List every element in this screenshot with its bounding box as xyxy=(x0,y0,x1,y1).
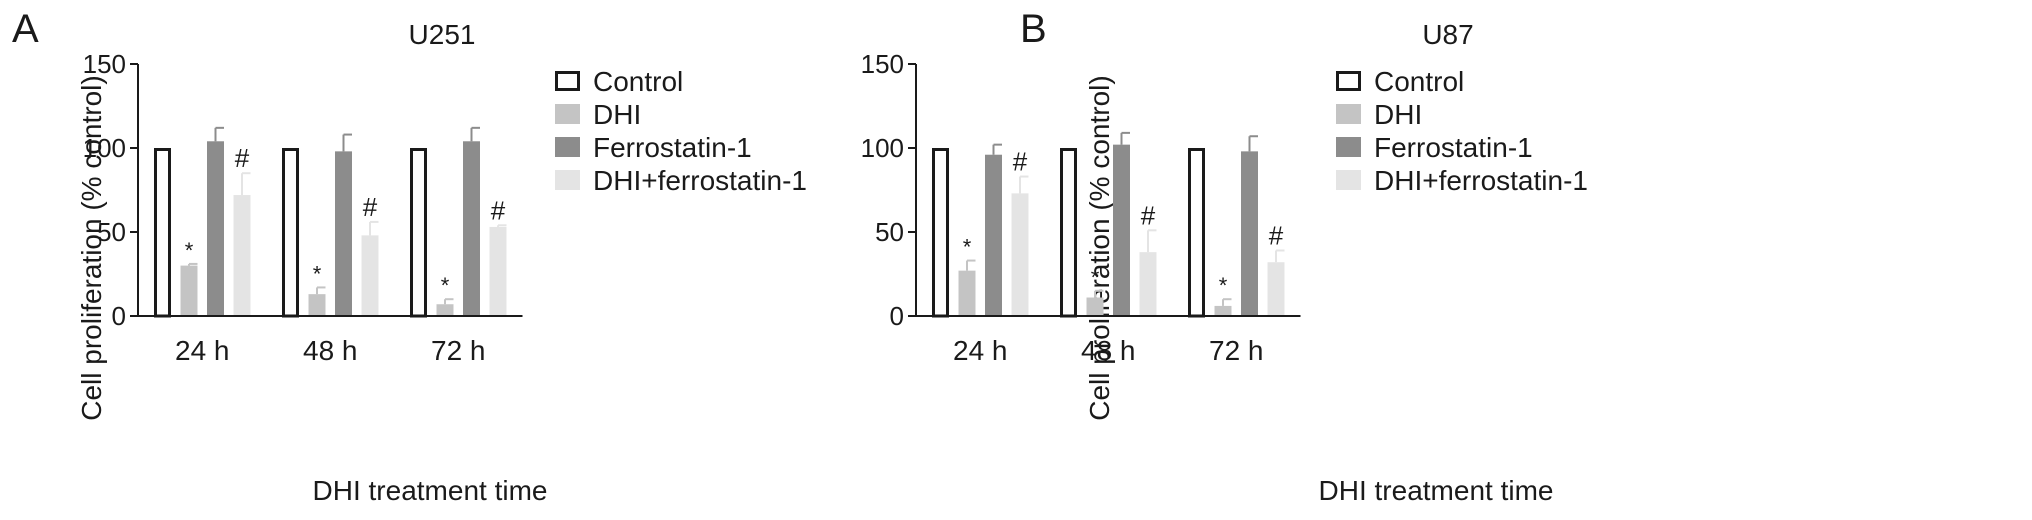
legend-label: DHI+ferrostatin-1 xyxy=(1374,165,1588,196)
significance-mark: * xyxy=(313,261,322,286)
significance-mark: * xyxy=(1091,265,1100,290)
legend-label: Control xyxy=(593,66,683,97)
bar xyxy=(233,195,251,316)
y-tick-label: 50 xyxy=(875,217,904,247)
y-tick-label: 50 xyxy=(97,217,126,247)
bar xyxy=(282,148,299,318)
x-axis-label: DHI treatment time xyxy=(313,475,548,506)
chart-title: U87 xyxy=(1422,19,1473,50)
y-tick-label: 150 xyxy=(83,49,126,79)
x-axis-label: DHI treatment time xyxy=(1319,475,1554,506)
x-tick-label: 24 h xyxy=(175,335,230,366)
bar xyxy=(361,235,379,316)
legend-swatch xyxy=(555,104,580,124)
x-tick-label: 48 h xyxy=(303,335,358,366)
bar xyxy=(985,154,1002,316)
y-tick-label: 0 xyxy=(890,301,904,331)
y-tick-label: 100 xyxy=(861,133,904,163)
legend-swatch xyxy=(1336,170,1361,190)
bar xyxy=(154,148,171,318)
legend-swatch xyxy=(555,71,580,91)
y-axis-label: Cell proliferation (% control) xyxy=(1084,75,1115,420)
y-tick-label: 150 xyxy=(861,49,904,79)
bar xyxy=(410,148,427,318)
x-tick-label: 72 h xyxy=(1209,335,1264,366)
bar xyxy=(1188,148,1205,318)
legend-swatch xyxy=(1336,104,1361,124)
bar xyxy=(1086,297,1104,316)
significance-mark: # xyxy=(491,195,506,225)
legend-label: Ferrostatin-1 xyxy=(1374,132,1533,163)
legend-label: DHI+ferrostatin-1 xyxy=(593,165,807,196)
bar xyxy=(308,294,326,316)
bar xyxy=(335,151,352,316)
bar xyxy=(1113,144,1130,316)
bar xyxy=(1011,193,1029,316)
legend-swatch xyxy=(555,137,580,157)
bar xyxy=(958,270,976,316)
legend-label: DHI xyxy=(1374,99,1422,130)
legend-swatch xyxy=(555,170,580,190)
x-tick-label: 24 h xyxy=(953,335,1008,366)
bar xyxy=(463,141,480,316)
significance-mark: * xyxy=(1219,273,1228,298)
plot-area: 0 50 100 150 * #24 h * #48 h * #72 h xyxy=(861,49,1301,366)
bar xyxy=(489,226,507,316)
significance-mark: * xyxy=(441,273,450,298)
significance-mark: # xyxy=(235,143,250,173)
legend-label: Ferrostatin-1 xyxy=(593,132,752,163)
legend-swatch xyxy=(1336,137,1361,157)
y-tick-label: 100 xyxy=(83,133,126,163)
bar xyxy=(180,265,198,316)
panel-label: B xyxy=(1020,7,1047,51)
legend-label: Control xyxy=(1374,66,1464,97)
y-axis-label: Cell proliferation (% control) xyxy=(76,75,107,420)
plot-area: 0 50 100 150 * #24 h * #48 h * #72 h xyxy=(83,49,523,366)
bar xyxy=(1267,262,1285,316)
bar xyxy=(436,304,454,316)
bar xyxy=(932,148,949,318)
legend-swatch xyxy=(1336,71,1361,91)
panel-label: A xyxy=(12,7,39,51)
bar xyxy=(1214,305,1232,316)
bar xyxy=(1139,252,1157,316)
significance-mark: # xyxy=(1269,220,1284,250)
chart-title: U251 xyxy=(409,19,476,50)
bar xyxy=(207,141,224,316)
panel-a: A U251 Cell proliferation (% control) DH… xyxy=(12,7,807,506)
panel-b: B U87 Cell proliferation (% control) DHI… xyxy=(861,7,1588,506)
x-tick-label: 48 h xyxy=(1081,335,1136,366)
bar xyxy=(1060,148,1077,318)
significance-mark: * xyxy=(963,235,972,260)
bar xyxy=(1241,151,1258,316)
significance-mark: # xyxy=(363,192,378,222)
significance-mark: # xyxy=(1013,147,1028,177)
y-tick-label: 0 xyxy=(112,301,126,331)
significance-mark: # xyxy=(1141,200,1156,230)
legend-label: DHI xyxy=(593,99,641,130)
significance-mark: * xyxy=(185,238,194,263)
x-tick-label: 72 h xyxy=(431,335,486,366)
